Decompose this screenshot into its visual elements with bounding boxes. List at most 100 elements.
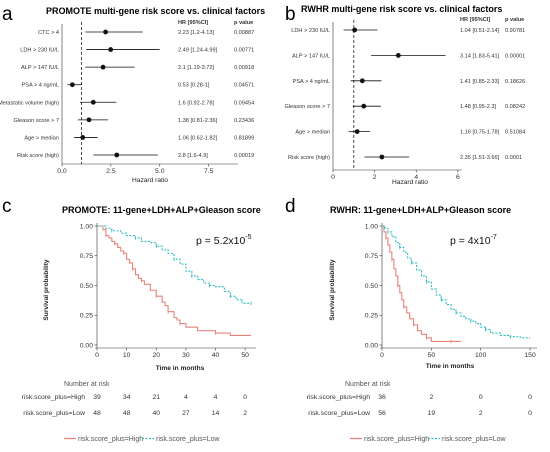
risk-count: 0: [479, 394, 483, 401]
x-tick-label: 2: [373, 174, 377, 181]
panel-d-ylabel: Survival probability: [329, 259, 336, 321]
hr-text: 1.38 [0.81-2.36]: [178, 118, 218, 124]
hr-text: 2.8 [1.6-4.9]: [178, 153, 208, 159]
row-label: LDH > 230 IU/L: [291, 28, 330, 34]
risk-count: 48: [93, 410, 101, 417]
hr-text: 1.41 [0.85-2.33]: [460, 79, 500, 85]
panel-d-pvalue-exp: -7: [491, 234, 497, 241]
hr-point: [354, 129, 360, 135]
risk-row-label: risk.score_plus=Low: [308, 410, 370, 417]
panel-d-label: d: [285, 196, 296, 217]
row-label: ALP > 147 IU/L: [21, 65, 59, 71]
p-text: 0.90781: [505, 28, 525, 34]
panel-c-pvalue-base: p = 5.2x10: [196, 235, 245, 247]
panel-c-risk-table: risk.score_plus=High 39 34 21 4 4 0risk.score_…: [22, 394, 248, 417]
panel-c-ylabel: Survival probability: [43, 259, 50, 321]
hr-text: 1.16 [0.75-1.78]: [460, 130, 500, 136]
hr-point: [395, 53, 401, 58]
p-text: 0.23436: [234, 118, 254, 124]
risk-count: 39: [93, 394, 101, 401]
row-label: Age > median: [24, 135, 59, 141]
hr-text: 2.1 [1.19-3.72]: [178, 65, 215, 71]
risk-count: 34: [123, 394, 131, 401]
x-tick-label: 0.0: [57, 168, 67, 175]
p-text: 0.00887: [234, 30, 254, 36]
p-text: 0.18626: [505, 79, 525, 85]
panel-d-legend: risk.score_plus=High risk.score_plus=Low: [350, 436, 507, 443]
x-tick-label: 150: [524, 352, 536, 359]
y-tick-label: 0.75: [80, 253, 93, 260]
hr-text: 1.48 [0.95-2.3]: [460, 104, 497, 110]
row-label: Age > median: [295, 130, 330, 136]
panel-a: a PROMOTE multi-gene risk score vs. clin…: [0, 4, 265, 184]
hr-point: [359, 78, 365, 84]
risk-count: 4: [214, 394, 218, 401]
panel-d-km-plot: 0.00 0.25 0.50 0.75 1.00 0 50 100 150: [365, 223, 537, 359]
hr-point: [103, 29, 109, 35]
panel-c-title: PROMOTE: 11-gene+LDH+ALP+Gleason score: [62, 205, 261, 215]
risk-count: 4: [184, 394, 188, 401]
hr-point: [90, 99, 96, 105]
y-tick-label: 0.75: [365, 253, 378, 260]
risk-row-label: risk.score_plus=Low: [23, 410, 85, 417]
x-tick-label: 30: [182, 352, 190, 359]
x-tick-label: 2.5: [106, 168, 116, 175]
risk-count: 56: [378, 410, 386, 417]
x-tick-label: 100: [475, 352, 487, 359]
legend-label: risk.score_plus=Low: [156, 436, 221, 443]
row-label: ALP > 147 IU/L: [292, 53, 330, 59]
panel-d-xlabel: Time in months: [426, 363, 475, 370]
hr-text: 2.49 [1.24-4.99]: [178, 48, 218, 54]
panel-a-p-header: p value: [234, 20, 253, 26]
risk-count: 27: [182, 410, 190, 417]
risk-count: 19: [428, 410, 436, 417]
row-label: Gleason score > 7: [13, 118, 59, 124]
y-tick-label: 0.50: [80, 283, 93, 290]
y-tick-label: 0.00: [365, 342, 378, 349]
x-tick-label: 50: [241, 352, 249, 359]
legend-label: risk.score_plus=Low: [442, 436, 507, 443]
panel-d-risk-table: risk.score_plus=High 36 2 0 0 risk.score_plus…: [307, 394, 532, 417]
risk-count: 2: [479, 410, 483, 417]
p-text: 0.00019: [234, 153, 254, 159]
panel-c-xlabel: Time in months: [156, 365, 205, 372]
x-tick-label: 50: [428, 352, 436, 359]
x-tick-label: 0: [380, 352, 384, 359]
panel-a-xlabel: Hazard ratio: [132, 177, 168, 184]
panel-d-title: RWHR: 11-gene+LDH+ALP+Gleason score: [330, 205, 511, 215]
p-text: 0.04571: [234, 83, 254, 89]
hr-point: [86, 117, 92, 123]
panel-c-pvalue-exp: -5: [245, 234, 251, 241]
x-tick-label: 10: [123, 352, 131, 359]
p-text: 0.81899: [234, 135, 254, 141]
risk-count: 21: [152, 394, 160, 401]
hr-point: [108, 47, 114, 52]
hr-text: 1.06 [0.62-1.82]: [178, 135, 218, 141]
y-tick-label: 0.00: [80, 342, 93, 349]
y-tick-label: 0.50: [365, 283, 378, 290]
hr-point: [80, 135, 86, 140]
risk-count: 0: [528, 410, 532, 417]
p-text: 0.00771: [234, 48, 254, 54]
x-tick-label: 4: [414, 174, 418, 181]
panel-c-pvalue: p = 5.2x10-5: [196, 234, 252, 247]
panel-b: b RWHR multi-gene risk score vs. clinica…: [284, 4, 525, 186]
row-label: PSA > 4 ng/mL: [22, 83, 59, 89]
x-tick-label: 0: [95, 352, 99, 359]
risk-count: 0: [528, 394, 532, 401]
row-label: Risk score (high): [17, 153, 59, 159]
risk-count: 14: [212, 410, 220, 417]
km-curve-high: [382, 225, 461, 342]
risk-row-label: risk.score_plus=High: [22, 394, 85, 401]
p-text: 0.08242: [505, 104, 525, 110]
panel-d-pvalue-base: p = 4x10: [450, 235, 491, 247]
panel-d: d RWHR: 11-gene+LDH+ALP+Gleason score Su…: [285, 196, 537, 443]
hr-point: [100, 64, 106, 70]
panel-b-title: RWHR multi-gene risk score vs. clinical …: [301, 4, 502, 14]
p-text: 0.00001: [505, 53, 525, 59]
hr-text: 1.6 [0.92-2.78]: [178, 100, 215, 106]
legend-label: risk.score_plus=High: [78, 436, 143, 443]
panel-c-risk-header: Number at risk: [64, 381, 110, 388]
panel-d-risk-header: Number at risk: [345, 381, 391, 388]
